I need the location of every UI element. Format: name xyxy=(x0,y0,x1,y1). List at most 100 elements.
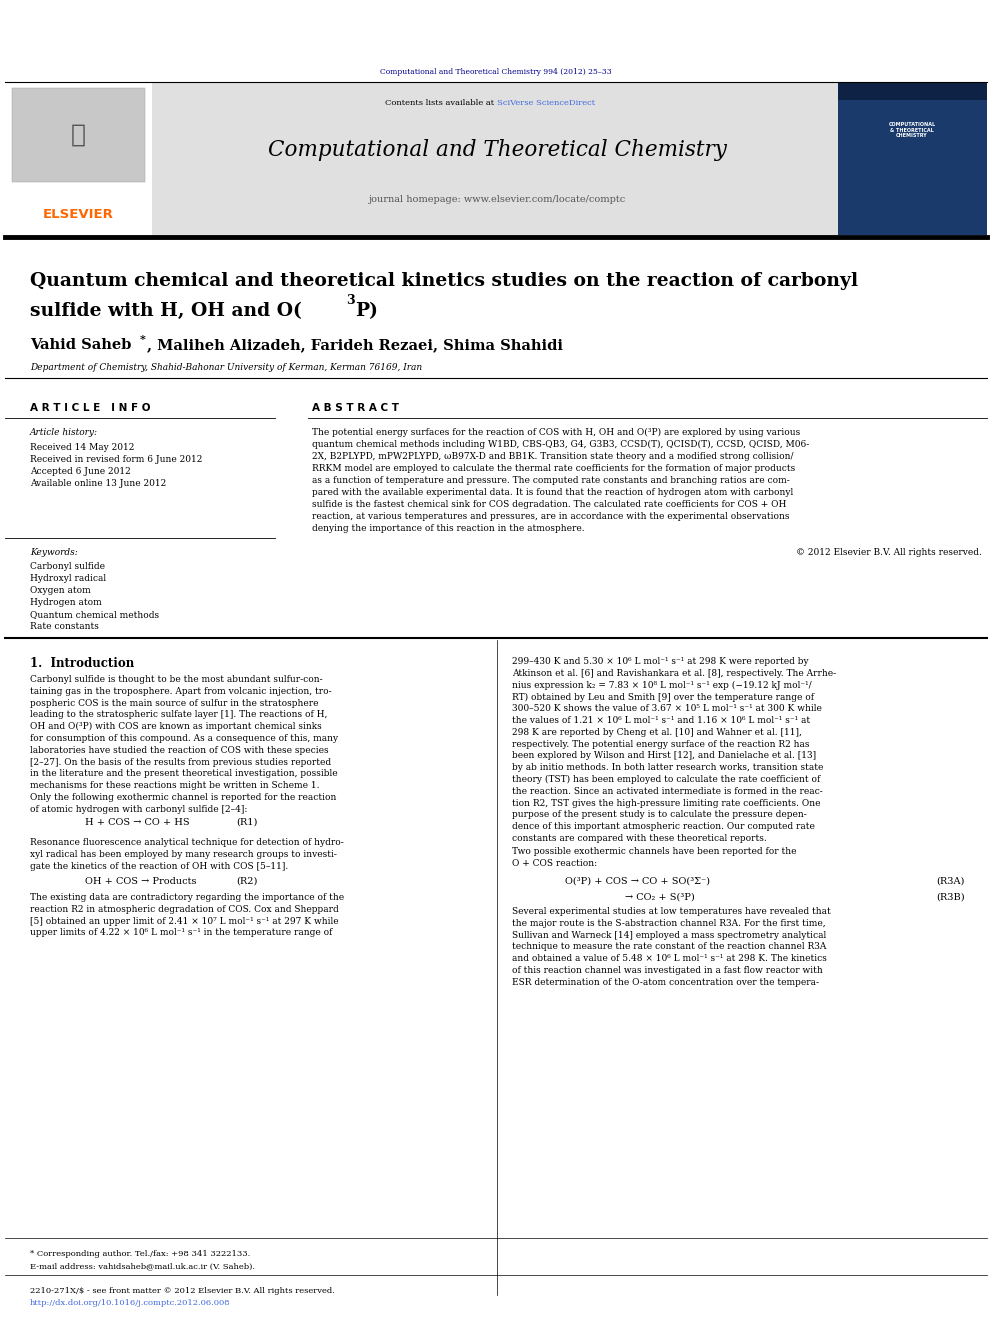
Text: Sullivan and Warneck [14] employed a mass spectrometry analytical: Sullivan and Warneck [14] employed a mas… xyxy=(512,930,826,939)
Text: © 2012 Elsevier B.V. All rights reserved.: © 2012 Elsevier B.V. All rights reserved… xyxy=(797,548,982,557)
Text: (R2): (R2) xyxy=(237,877,258,886)
Text: and obtained a value of 5.48 × 10⁶ L mol⁻¹ s⁻¹ at 298 K. The kinetics: and obtained a value of 5.48 × 10⁶ L mol… xyxy=(512,954,827,963)
Text: by ab initio methods. In both latter research works, transition state: by ab initio methods. In both latter res… xyxy=(512,763,823,773)
Text: constants are compared with these theoretical reports.: constants are compared with these theore… xyxy=(512,833,767,843)
Bar xyxy=(838,82,987,235)
Text: Vahid Saheb: Vahid Saheb xyxy=(30,337,131,352)
Text: [5] obtained an upper limit of 2.41 × 10⁷ L mol⁻¹ s⁻¹ at 297 K while: [5] obtained an upper limit of 2.41 × 10… xyxy=(30,917,338,926)
Text: * Corresponding author. Tel./fax: +98 341 3222133.: * Corresponding author. Tel./fax: +98 34… xyxy=(30,1250,250,1258)
Text: technique to measure the rate constant of the reaction channel R3A: technique to measure the rate constant o… xyxy=(512,942,826,951)
Text: Department of Chemistry, Shahid-Bahonar University of Kerman, Kerman 76169, Iran: Department of Chemistry, Shahid-Bahonar … xyxy=(30,363,423,372)
Text: OH and O(³P) with COS are known as important chemical sinks: OH and O(³P) with COS are known as impor… xyxy=(30,722,321,732)
Text: the major route is the S-abstraction channel R3A. For the first time,: the major route is the S-abstraction cha… xyxy=(512,918,825,927)
Text: upper limits of 4.22 × 10⁶ L mol⁻¹ s⁻¹ in the temperature range of: upper limits of 4.22 × 10⁶ L mol⁻¹ s⁻¹ i… xyxy=(30,929,332,938)
Text: gate the kinetics of the reaction of OH with COS [5–11].: gate the kinetics of the reaction of OH … xyxy=(30,861,289,871)
Text: Computational and Theoretical Chemistry: Computational and Theoretical Chemistry xyxy=(268,139,726,161)
Text: mechanisms for these reactions might be written in Scheme 1.: mechanisms for these reactions might be … xyxy=(30,781,319,790)
Text: as a function of temperature and pressure. The computed rate constants and branc: as a function of temperature and pressur… xyxy=(312,476,790,486)
Text: sulfide is the fastest chemical sink for COS degradation. The calculated rate co: sulfide is the fastest chemical sink for… xyxy=(312,500,787,509)
Text: The potential energy surfaces for the reaction of COS with H, OH and O(³P) are e: The potential energy surfaces for the re… xyxy=(312,429,801,437)
Text: [2–27]. On the basis of the results from previous studies reported: [2–27]. On the basis of the results from… xyxy=(30,758,331,766)
Text: 300–520 K shows the value of 3.67 × 10⁵ L mol⁻¹ s⁻¹ at 300 K while: 300–520 K shows the value of 3.67 × 10⁵ … xyxy=(512,704,822,713)
Text: Hydroxyl radical: Hydroxyl radical xyxy=(30,574,106,583)
Text: O + COS reaction:: O + COS reaction: xyxy=(512,859,597,868)
Text: 3: 3 xyxy=(346,294,354,307)
Text: Rate constants: Rate constants xyxy=(30,622,99,631)
Bar xyxy=(12,89,145,183)
Text: sulfide with H, OH and O(: sulfide with H, OH and O( xyxy=(30,302,302,320)
Text: E-mail address: vahidsaheb@mail.uk.ac.ir (V. Saheb).: E-mail address: vahidsaheb@mail.uk.ac.ir… xyxy=(30,1262,255,1270)
Text: pared with the available experimental data. It is found that the reaction of hyd: pared with the available experimental da… xyxy=(312,488,794,497)
Text: , Maliheh Alizadeh, Farideh Rezaei, Shima Shahidi: , Maliheh Alizadeh, Farideh Rezaei, Shim… xyxy=(147,337,563,352)
Text: theory (TST) has been employed to calculate the rate coefficient of: theory (TST) has been employed to calcul… xyxy=(512,775,820,785)
Bar xyxy=(152,82,838,235)
Text: Quantum chemical and theoretical kinetics studies on the reaction of carbonyl: Quantum chemical and theoretical kinetic… xyxy=(30,273,858,290)
Text: Received in revised form 6 June 2012: Received in revised form 6 June 2012 xyxy=(30,455,202,464)
Text: Available online 13 June 2012: Available online 13 June 2012 xyxy=(30,479,167,488)
Text: taining gas in the troposphere. Apart from volcanic injection, tro-: taining gas in the troposphere. Apart fr… xyxy=(30,687,331,696)
Text: O(³P) + COS → CO + SO(³Σ⁻): O(³P) + COS → CO + SO(³Σ⁻) xyxy=(565,877,710,886)
Text: (R3B): (R3B) xyxy=(936,893,965,902)
Text: journal homepage: www.elsevier.com/locate/comptc: journal homepage: www.elsevier.com/locat… xyxy=(368,196,626,205)
Text: of atomic hydrogen with carbonyl sulfide [2–4]:: of atomic hydrogen with carbonyl sulfide… xyxy=(30,804,247,814)
Text: COMPUTATIONAL
& THEORETICAL
CHEMISTRY: COMPUTATIONAL & THEORETICAL CHEMISTRY xyxy=(889,122,935,139)
Text: nius expression k₂ = 7.83 × 10⁸ L mol⁻¹ s⁻¹ exp (−19.12 kJ mol⁻¹/: nius expression k₂ = 7.83 × 10⁸ L mol⁻¹ … xyxy=(512,680,811,689)
Text: Quantum chemical methods: Quantum chemical methods xyxy=(30,610,159,619)
Text: quantum chemical methods including W1BD, CBS-QB3, G4, G3B3, CCSD(T), QCISD(T), C: quantum chemical methods including W1BD,… xyxy=(312,441,809,448)
Text: Two possible exothermic channels have been reported for the: Two possible exothermic channels have be… xyxy=(512,847,797,856)
Bar xyxy=(5,82,152,235)
Text: (R3A): (R3A) xyxy=(936,877,965,886)
Text: reaction R2 in atmospheric degradation of COS. Cox and Sheppard: reaction R2 in atmospheric degradation o… xyxy=(30,905,338,914)
Text: ELSEVIER: ELSEVIER xyxy=(43,209,113,221)
Text: Several experimental studies at low temperatures have revealed that: Several experimental studies at low temp… xyxy=(512,908,830,916)
Text: in the literature and the present theoretical investigation, possible: in the literature and the present theore… xyxy=(30,770,337,778)
Text: RT) obtained by Leu and Smith [9] over the temperature range of: RT) obtained by Leu and Smith [9] over t… xyxy=(512,692,814,701)
Text: SciVerse ScienceDirect: SciVerse ScienceDirect xyxy=(497,99,595,107)
Text: Carbonyl sulfide: Carbonyl sulfide xyxy=(30,562,105,572)
Text: Accepted 6 June 2012: Accepted 6 June 2012 xyxy=(30,467,131,476)
Text: Keywords:: Keywords: xyxy=(30,548,77,557)
Text: Oxygen atom: Oxygen atom xyxy=(30,586,90,595)
Text: Resonance fluorescence analytical technique for detection of hydro-: Resonance fluorescence analytical techni… xyxy=(30,837,344,847)
Text: Hydrogen atom: Hydrogen atom xyxy=(30,598,102,607)
Text: leading to the stratospheric sulfate layer [1]. The reactions of H,: leading to the stratospheric sulfate lay… xyxy=(30,710,327,720)
Text: Article history:: Article history: xyxy=(30,429,98,437)
Text: ESR determination of the O-atom concentration over the tempera-: ESR determination of the O-atom concentr… xyxy=(512,978,819,987)
Text: Carbonyl sulfide is thought to be the most abundant sulfur-con-: Carbonyl sulfide is thought to be the mo… xyxy=(30,675,322,684)
Text: (R1): (R1) xyxy=(237,818,258,827)
Text: → CO₂ + S(³P): → CO₂ + S(³P) xyxy=(625,893,694,902)
Text: the values of 1.21 × 10⁶ L mol⁻¹ s⁻¹ and 1.16 × 10⁶ L mol⁻¹ s⁻¹ at: the values of 1.21 × 10⁶ L mol⁻¹ s⁻¹ and… xyxy=(512,716,810,725)
Text: purpose of the present study is to calculate the pressure depen-: purpose of the present study is to calcu… xyxy=(512,811,806,819)
Text: been explored by Wilson and Hirst [12], and Danielache et al. [13]: been explored by Wilson and Hirst [12], … xyxy=(512,751,816,761)
Bar xyxy=(838,82,987,101)
Text: A B S T R A C T: A B S T R A C T xyxy=(312,404,399,413)
Text: 2210-271X/$ - see front matter © 2012 Elsevier B.V. All rights reserved.: 2210-271X/$ - see front matter © 2012 El… xyxy=(30,1287,335,1295)
Text: P): P) xyxy=(355,302,378,320)
Text: laboratories have studied the reaction of COS with these species: laboratories have studied the reaction o… xyxy=(30,746,328,755)
Text: 298 K are reported by Cheng et al. [10] and Wahner et al. [11],: 298 K are reported by Cheng et al. [10] … xyxy=(512,728,802,737)
Text: 2X, B2PLYPD, mPW2PLYPD, ωB97X-D and BB1K. Transition state theory and a modified: 2X, B2PLYPD, mPW2PLYPD, ωB97X-D and BB1K… xyxy=(312,452,794,460)
Text: dence of this important atmospheric reaction. Our computed rate: dence of this important atmospheric reac… xyxy=(512,822,814,831)
Text: pospheric COS is the main source of sulfur in the stratosphere: pospheric COS is the main source of sulf… xyxy=(30,699,318,708)
Text: http://dx.doi.org/10.1016/j.comptc.2012.06.008: http://dx.doi.org/10.1016/j.comptc.2012.… xyxy=(30,1299,230,1307)
Text: RRKM model are employed to calculate the thermal rate coefficients for the forma: RRKM model are employed to calculate the… xyxy=(312,464,796,474)
Text: denying the importance of this reaction in the atmosphere.: denying the importance of this reaction … xyxy=(312,524,584,533)
Text: A R T I C L E   I N F O: A R T I C L E I N F O xyxy=(30,404,151,413)
Text: H + COS → CO + HS: H + COS → CO + HS xyxy=(85,818,189,827)
Text: OH + COS → Products: OH + COS → Products xyxy=(85,877,196,886)
Text: respectively. The potential energy surface of the reaction R2 has: respectively. The potential energy surfa… xyxy=(512,740,809,749)
Text: Received 14 May 2012: Received 14 May 2012 xyxy=(30,443,134,452)
Text: for consumption of this compound. As a consequence of this, many: for consumption of this compound. As a c… xyxy=(30,734,338,744)
Text: Only the following exothermic channel is reported for the reaction: Only the following exothermic channel is… xyxy=(30,792,336,802)
Text: 🌳: 🌳 xyxy=(70,123,85,147)
Text: Atkinson et al. [6] and Ravishankara et al. [8], respectively. The Arrhe-: Atkinson et al. [6] and Ravishankara et … xyxy=(512,669,836,677)
Text: the reaction. Since an activated intermediate is formed in the reac-: the reaction. Since an activated interme… xyxy=(512,787,822,796)
Text: *: * xyxy=(140,333,146,345)
Text: tion R2, TST gives the high-pressure limiting rate coefficients. One: tion R2, TST gives the high-pressure lim… xyxy=(512,799,820,807)
Text: Contents lists available at: Contents lists available at xyxy=(385,99,497,107)
Text: Computational and Theoretical Chemistry 994 (2012) 25–33: Computational and Theoretical Chemistry … xyxy=(380,67,612,75)
Text: The existing data are contradictory regarding the importance of the: The existing data are contradictory rega… xyxy=(30,893,344,902)
Text: of this reaction channel was investigated in a fast flow reactor with: of this reaction channel was investigate… xyxy=(512,966,822,975)
Text: reaction, at various temperatures and pressures, are in accordance with the expe: reaction, at various temperatures and pr… xyxy=(312,512,790,521)
Text: 1.  Introduction: 1. Introduction xyxy=(30,658,134,669)
